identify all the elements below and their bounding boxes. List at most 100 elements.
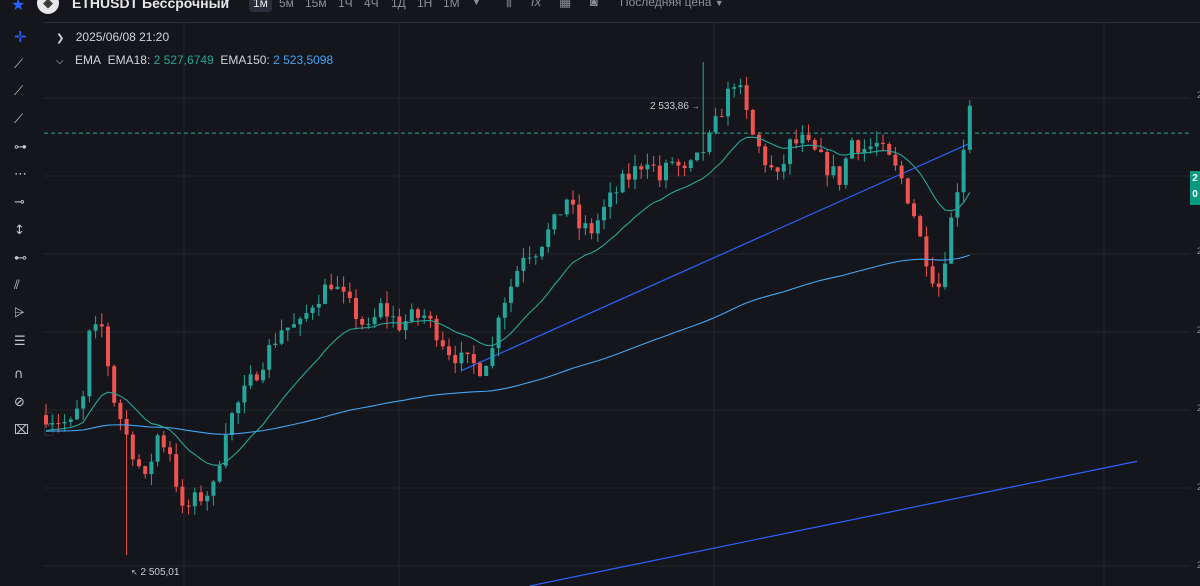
pitchfork-icon[interactable]: ⩥	[14, 306, 25, 321]
candle-body	[639, 166, 644, 170]
candle-body	[248, 374, 253, 386]
candle-body	[645, 164, 650, 170]
candle-body	[924, 236, 929, 267]
indicators-fx-icon[interactable]: fx	[531, 0, 542, 9]
candle-body	[261, 369, 265, 381]
candle-body	[99, 324, 104, 327]
candle-body	[620, 173, 625, 193]
candle-body	[670, 161, 675, 163]
candle-body	[682, 165, 687, 169]
timeframe-1d-button[interactable]: 1Д	[391, 0, 406, 10]
candle-body	[112, 366, 117, 403]
candle-body	[626, 173, 631, 180]
candle-body	[372, 317, 377, 325]
trend-line[interactable]	[461, 142, 971, 372]
candle-body	[794, 139, 799, 144]
candle-body	[676, 161, 681, 166]
candle-body	[589, 223, 594, 234]
drawing-toolbar: ✛ ⟋ ⟋ ⟋ ⊶ ⋯ ⊸ ↕ ⊷ ⫽ ⩥ ☰ ∩ ⊘ ⌧	[0, 22, 44, 586]
timeframe-5m-button[interactable]: 5м	[279, 0, 294, 10]
horizontal-line-icon[interactable]: ⋯	[14, 167, 27, 182]
candle-body	[862, 149, 867, 153]
candle-body	[546, 229, 551, 247]
candle-body	[143, 466, 148, 475]
extended-line-icon[interactable]: ⟋	[14, 112, 24, 127]
candle-body	[211, 481, 216, 496]
candle-body	[298, 318, 303, 325]
channel-icon[interactable]: ⫽	[14, 278, 20, 293]
candle-body	[335, 286, 340, 290]
trend-line[interactable]	[529, 460, 1138, 586]
candle-body	[62, 421, 67, 424]
candle-body	[273, 343, 278, 346]
candle-body	[837, 166, 842, 185]
horizontal-segment-icon[interactable]: ⊶	[14, 140, 27, 155]
candle-body	[850, 140, 854, 159]
candle-body	[540, 246, 544, 257]
candle-body	[56, 423, 61, 425]
timeframe-1m-button[interactable]: 1м	[249, 0, 272, 12]
candle-body	[502, 302, 507, 318]
candle-body	[180, 486, 185, 506]
candle-body	[459, 352, 464, 364]
horizontal-ray-icon[interactable]: ⊸	[14, 195, 25, 210]
hide-drawings-eye-icon[interactable]: ⊘	[14, 395, 25, 410]
candle-body	[137, 459, 141, 467]
timeframe-4h-button[interactable]: 4Ч	[364, 0, 379, 10]
candle-body	[961, 149, 966, 193]
candle-body	[447, 346, 451, 356]
candle-body	[763, 146, 768, 166]
more-timeframes-chevron-icon[interactable]: ▼	[472, 0, 481, 7]
vertical-line-icon[interactable]: ↕	[14, 223, 25, 238]
candle-body	[217, 465, 222, 482]
candle-body	[192, 492, 197, 507]
ema150-label: EMA150:	[220, 53, 270, 67]
candle-body	[304, 313, 309, 319]
candle-body	[713, 116, 718, 133]
trash-icon[interactable]: ⌧	[14, 423, 29, 438]
candle-body	[205, 495, 210, 502]
favorite-star-icon[interactable]: ★	[11, 0, 26, 14]
price-axis-tick: 2	[1197, 325, 1200, 335]
candle-body	[515, 270, 520, 287]
candle-body	[50, 423, 55, 425]
indicator-name[interactable]: EMA	[74, 53, 101, 67]
ray-icon[interactable]: ⟋	[14, 84, 24, 99]
candle-body	[757, 134, 761, 147]
price-chart[interactable]	[44, 22, 1190, 586]
legend-datetime: 2025/06/08 21:20	[75, 30, 170, 44]
price-type-select[interactable]: Последняя цена ▼	[620, 0, 724, 9]
candle-body	[186, 505, 191, 507]
candle-body	[440, 340, 445, 347]
ema150-value: 2 523,5098	[273, 53, 334, 67]
candle-type-icon[interactable]: ⫼	[506, 0, 512, 9]
crosshair-icon[interactable]: ✛	[14, 28, 27, 46]
trend-line-icon[interactable]: ⟋	[14, 57, 24, 72]
collapse-chevron-icon[interactable]: ⌵	[56, 56, 64, 67]
timeframe-1h-button[interactable]: 1Ч	[338, 0, 353, 10]
layout-grid-icon[interactable]: ▦	[559, 0, 572, 9]
camera-icon[interactable]: ◙	[590, 0, 598, 9]
candle-body	[688, 160, 693, 169]
legend-indicator-row: ⌵ EMA EMA18: 2 527,6749 EMA150: 2 523,50…	[56, 53, 333, 67]
symbol-title[interactable]: ETHUSDT Бессрочный	[72, 0, 230, 11]
candle-body	[738, 85, 743, 88]
candle-body	[899, 165, 904, 179]
magnet-icon[interactable]: ∩	[14, 367, 24, 382]
fibonacci-icon[interactable]: ☰	[14, 334, 26, 349]
candle-body	[887, 144, 892, 155]
price-axis-tick: 2	[1197, 403, 1200, 413]
symbol-dropdown-caret-icon[interactable]: ▼	[222, 0, 232, 7]
timeframe-1mo-button[interactable]: 1М	[443, 0, 460, 10]
candle-body	[775, 167, 780, 172]
timeframe-15m-button[interactable]: 15м	[305, 0, 327, 10]
candle-body	[577, 204, 582, 229]
candle-body	[812, 139, 817, 150]
price-label-icon[interactable]: ⊷	[14, 251, 27, 266]
candle-body	[800, 134, 805, 144]
price-type-label: Последняя цена	[620, 0, 712, 9]
candle-body	[881, 142, 885, 145]
timeframe-1w-button[interactable]: 1Н	[417, 0, 433, 10]
candle-body	[664, 162, 668, 181]
expand-chevron-icon[interactable]: ❯	[56, 33, 65, 44]
